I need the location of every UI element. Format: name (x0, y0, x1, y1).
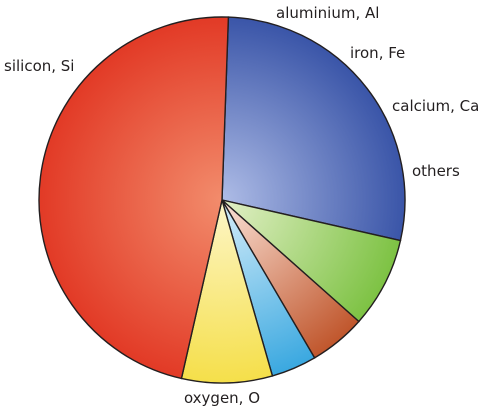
slice-label-calcium-ca: calcium, Ca (392, 97, 479, 115)
slice-label-others: others (412, 162, 460, 180)
pie-slice-others (180, 199, 274, 384)
slice-label-oxygen-o: oxygen, O (184, 389, 260, 407)
pie-slice-aluminium-al (221, 199, 402, 323)
slice-label-aluminium-al: aluminium, Al (276, 4, 379, 22)
pie-slice-oxygen-o (38, 16, 230, 380)
slice-label-iron-fe: iron, Fe (350, 44, 405, 62)
pie-slice-silicon-si (221, 16, 406, 242)
slice-label-silicon-si: silicon, Si (4, 57, 74, 75)
pie-labels: silicon, Si aluminium, Al iron, Fe calcium,… (4, 4, 479, 407)
pie-slices (38, 16, 406, 384)
